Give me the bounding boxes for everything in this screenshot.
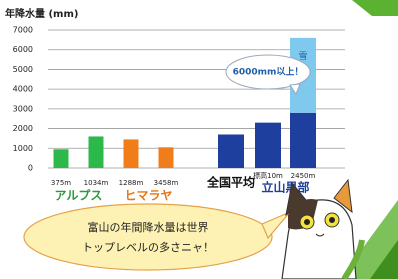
corner-decoration (352, 0, 398, 16)
speech-tail (262, 212, 290, 238)
x-tick-label: 1034m (84, 179, 109, 187)
bar (255, 123, 281, 168)
x-tick-label: 3458m (154, 179, 179, 187)
chart-title: 年降水量 (mm) (5, 7, 78, 20)
bar (89, 136, 104, 168)
x-tick-label: 1288m (119, 179, 144, 187)
x-tick-label: 375m (51, 179, 71, 187)
cat-illustration (282, 180, 362, 279)
chart: 0 1000 2000 3000 4000 5000 6000 7000 375m 1034mアル… (13, 26, 345, 203)
y-tick-label: 1000 (13, 144, 33, 153)
speech-text: 富山の年間降水量は世界 (88, 220, 209, 234)
y-tick-label: 3000 (13, 104, 33, 113)
group-label: アルプス (55, 188, 103, 203)
x-tick-label: 標高10m (253, 171, 283, 180)
y-tick-label: 2000 (13, 124, 33, 133)
bar (54, 149, 69, 168)
y-tick-label: 4000 (13, 85, 33, 94)
callout-text: 6000mm以上！ (233, 66, 304, 78)
group-label: 立山黒部 (261, 180, 309, 195)
y-tick-label: 5000 (13, 65, 33, 74)
speech-text: トップレベルの多さニャ！ (82, 240, 214, 254)
y-tick-label: 7000 (13, 26, 33, 35)
page: 年降水量 (mm) 0 1000 2000 3000 4000 5000 6000 7000 3… (0, 0, 398, 279)
x-tick-label: 2450m (291, 172, 316, 180)
y-tick-label: 6000 (13, 45, 33, 54)
group-label: 全国平均 (206, 175, 255, 190)
bar (124, 139, 139, 168)
y-tick-label: 0 (28, 164, 33, 173)
bar (290, 113, 316, 168)
bar (218, 134, 244, 168)
bar (159, 147, 174, 168)
group-label: ヒマラヤ (124, 189, 172, 203)
speech-bubble (24, 204, 272, 270)
